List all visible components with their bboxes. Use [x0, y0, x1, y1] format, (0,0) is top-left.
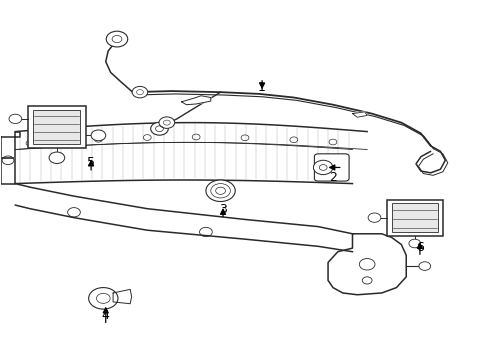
Circle shape [314, 160, 333, 175]
Circle shape [89, 288, 118, 309]
FancyBboxPatch shape [392, 203, 438, 232]
FancyBboxPatch shape [387, 200, 443, 235]
Circle shape [151, 122, 168, 135]
Polygon shape [15, 142, 352, 184]
Circle shape [132, 86, 148, 98]
Polygon shape [0, 157, 13, 158]
Polygon shape [113, 289, 132, 304]
Text: 5: 5 [87, 156, 95, 169]
Polygon shape [352, 112, 367, 117]
Circle shape [9, 114, 22, 123]
Circle shape [368, 213, 381, 222]
Polygon shape [181, 96, 211, 105]
Polygon shape [15, 184, 352, 252]
Polygon shape [0, 132, 20, 184]
Circle shape [106, 31, 128, 47]
Circle shape [419, 262, 431, 270]
Circle shape [409, 239, 420, 248]
Text: 1: 1 [258, 81, 266, 94]
Circle shape [159, 117, 174, 129]
Text: 6: 6 [416, 240, 424, 253]
Polygon shape [15, 123, 367, 149]
Polygon shape [328, 234, 406, 295]
FancyBboxPatch shape [27, 107, 86, 148]
Circle shape [206, 180, 235, 202]
Circle shape [49, 152, 65, 163]
Text: 3: 3 [219, 203, 227, 216]
Text: 2: 2 [329, 171, 337, 184]
FancyBboxPatch shape [33, 110, 80, 144]
FancyBboxPatch shape [315, 154, 349, 181]
Circle shape [91, 130, 106, 141]
Text: 4: 4 [102, 309, 110, 322]
